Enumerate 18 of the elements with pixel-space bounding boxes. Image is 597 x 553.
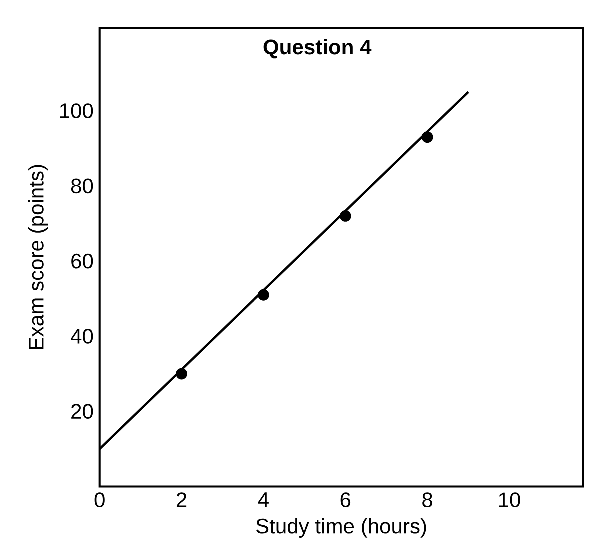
- x-tick-label: 0: [94, 492, 105, 508]
- y-tick-label: 80: [71, 178, 94, 194]
- x-tick-label: 10: [499, 492, 520, 508]
- point: [422, 131, 434, 143]
- point: [340, 210, 352, 222]
- y-tick-label: 100: [60, 103, 94, 118]
- point: [176, 368, 188, 380]
- x-tick-label: 8: [422, 492, 432, 508]
- x-axis-title: Study time (hours): [256, 518, 426, 538]
- y-axis-title: Exam score (points): [28, 165, 48, 350]
- x-tick-label: 2: [176, 492, 187, 508]
- x-tick-label: 4: [258, 492, 269, 507]
- y-tick-label: 40: [71, 328, 94, 344]
- y-tick-label: 20: [72, 404, 94, 419]
- y-tick-label: 60: [72, 254, 94, 269]
- point: [258, 289, 270, 301]
- chart-title: Question 4: [264, 39, 372, 58]
- x-tick-label: 6: [340, 492, 351, 508]
